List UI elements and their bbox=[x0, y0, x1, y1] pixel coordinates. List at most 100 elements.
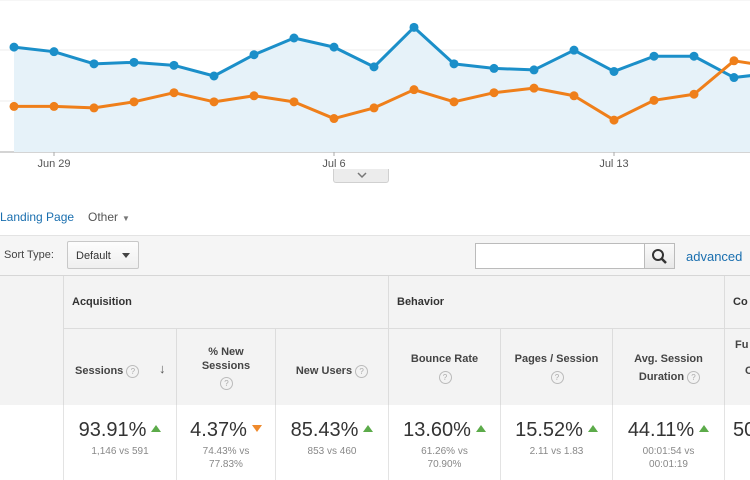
search-button[interactable] bbox=[645, 243, 675, 269]
conv-change: 50 bbox=[733, 419, 750, 441]
series-2-point bbox=[689, 89, 699, 99]
dimension-column-header bbox=[0, 276, 64, 407]
cell-conversions: 50 bbox=[725, 405, 750, 480]
col-avg-duration-label-2: Duration bbox=[638, 371, 685, 383]
caret-down-icon: ▼ bbox=[122, 214, 130, 223]
col-pages-session-label: Pages / Session bbox=[514, 353, 599, 365]
series-2-point bbox=[529, 83, 539, 93]
pages-session-compare: 2.11 vs 1.83 bbox=[529, 446, 584, 457]
new-sessions-compare-2: 77.83% bbox=[209, 459, 243, 470]
table-header: Acquisition Behavior Co Sessions ? ↓ % N… bbox=[0, 275, 750, 407]
group-conversions-label: Co bbox=[733, 296, 748, 308]
arrow-up-icon bbox=[151, 425, 162, 433]
avg-duration-compare-2: 00:01:19 bbox=[649, 459, 688, 470]
series-2-point bbox=[449, 97, 459, 107]
series-2-point bbox=[569, 91, 579, 101]
series-2-point bbox=[729, 56, 739, 66]
help-icon[interactable]: ? bbox=[550, 371, 564, 384]
series-1-point bbox=[169, 60, 179, 70]
sort-type-value: Default bbox=[76, 250, 111, 262]
series-1-point bbox=[9, 42, 19, 52]
table-search-input[interactable] bbox=[475, 243, 645, 269]
new-sessions-change: 4.37% bbox=[190, 419, 247, 441]
dimension-tabs: Landing Page Other ▼ bbox=[0, 205, 750, 229]
series-2-point bbox=[369, 103, 379, 113]
col-header-sessions[interactable]: Sessions ? ↓ bbox=[64, 328, 177, 406]
col-header-new-sessions[interactable]: % New Sessions ? bbox=[177, 328, 276, 406]
group-conversions: Co bbox=[725, 276, 750, 329]
series-1-point bbox=[729, 73, 739, 83]
pages-session-change: 15.52% bbox=[515, 419, 583, 441]
sessions-compare: 1,146 vs 591 bbox=[91, 446, 149, 457]
cell-avg-duration: 44.11% 00:01:54 vs 00:01:19 bbox=[613, 405, 725, 480]
chevron-down-icon bbox=[357, 172, 367, 179]
group-acquisition: Acquisition bbox=[64, 276, 389, 329]
bounce-rate-change: 13.60% bbox=[403, 419, 471, 441]
arrow-up-icon bbox=[475, 425, 486, 433]
help-icon[interactable]: ? bbox=[438, 371, 452, 384]
help-icon[interactable]: ? bbox=[220, 377, 233, 390]
advanced-filter-link[interactable]: advanced bbox=[686, 249, 743, 264]
group-behavior: Behavior bbox=[389, 276, 725, 329]
col-bounce-rate-label: Bounce Rate bbox=[410, 353, 479, 365]
series-2-point bbox=[209, 97, 219, 107]
bounce-rate-compare-2: 70.90% bbox=[427, 459, 462, 470]
col-header-avg-duration[interactable]: Avg. Session Duration ? bbox=[613, 328, 725, 406]
sessions-change: 93.91% bbox=[78, 419, 147, 441]
group-acquisition-label: Acquisition bbox=[72, 296, 132, 308]
col-sessions-label: Sessions bbox=[75, 365, 124, 377]
table-controls: Sort Type: Default advanced bbox=[0, 235, 750, 276]
x-tick-label: Jun 29 bbox=[37, 158, 70, 170]
new-sessions-compare-1: 74.43% vs bbox=[202, 446, 250, 457]
series-1-point bbox=[569, 45, 579, 55]
sort-type-label: Sort Type: bbox=[4, 249, 54, 261]
series-2-point bbox=[49, 101, 59, 111]
series-1-point bbox=[49, 47, 59, 57]
series-2-point bbox=[129, 97, 139, 107]
help-icon[interactable]: ? bbox=[687, 371, 700, 384]
series-2-point bbox=[409, 85, 419, 95]
col-new-sessions-label-2: Sessions bbox=[201, 360, 251, 372]
col-new-sessions-label-1: % New bbox=[208, 346, 244, 358]
series-1-point bbox=[649, 51, 659, 61]
series-1-point bbox=[89, 59, 99, 69]
x-tick-label: Jul 13 bbox=[599, 158, 628, 170]
series-1-point bbox=[289, 33, 299, 43]
tab-other-label: Other bbox=[88, 210, 119, 224]
col-header-new-users[interactable]: New Users ? bbox=[276, 328, 389, 406]
tab-other[interactable]: Other ▼ bbox=[88, 210, 130, 224]
arrow-up-icon bbox=[699, 425, 710, 433]
cell-new-users: 85.43% 853 vs 460 bbox=[276, 405, 389, 480]
help-icon[interactable]: ? bbox=[126, 364, 140, 378]
sessions-line-chart: Jun 29 Jul 6 Jul 13 bbox=[0, 0, 750, 170]
series-2-point bbox=[9, 101, 19, 111]
bounce-rate-compare-1: 61.26% vs bbox=[421, 446, 468, 457]
x-tick-label: Jul 6 bbox=[322, 158, 345, 170]
series-1-point bbox=[209, 71, 219, 81]
col-avg-duration-label-1: Avg. Session bbox=[634, 353, 703, 365]
new-users-compare: 853 vs 460 bbox=[307, 446, 357, 457]
col-header-pages-session[interactable]: Pages / Session ? bbox=[501, 328, 613, 406]
col-header-bounce-rate[interactable]: Bounce Rate ? bbox=[389, 328, 501, 406]
series-2-point bbox=[329, 114, 339, 124]
col-header-conversions[interactable]: Fu C bbox=[725, 328, 750, 406]
series-1-point bbox=[489, 63, 499, 73]
tab-landing-page[interactable]: Landing Page bbox=[0, 210, 75, 224]
chart-collapse-handle[interactable] bbox=[333, 169, 389, 183]
help-icon[interactable]: ? bbox=[355, 364, 369, 378]
cell-sessions: 93.91% 1,146 vs 591 bbox=[64, 405, 177, 480]
series-2-point bbox=[649, 95, 659, 105]
table-row: 93.91% 1,146 vs 591 4.37% 74.43% vs 77.83… bbox=[0, 405, 750, 480]
cell-pages-session: 15.52% 2.11 vs 1.83 bbox=[501, 405, 613, 480]
arrow-up-icon bbox=[363, 425, 374, 433]
series-area bbox=[14, 27, 750, 152]
col-conv-label-1: Fu bbox=[735, 339, 749, 351]
series-1-point bbox=[129, 57, 139, 67]
series-1-point bbox=[249, 50, 259, 60]
sort-type-dropdown[interactable]: Default bbox=[67, 241, 139, 269]
arrow-down-icon bbox=[251, 425, 262, 433]
sort-descending-icon[interactable]: ↓ bbox=[159, 361, 166, 376]
series-1-point bbox=[329, 42, 339, 52]
new-users-change: 85.43% bbox=[290, 419, 359, 441]
series-1-point bbox=[369, 62, 379, 72]
